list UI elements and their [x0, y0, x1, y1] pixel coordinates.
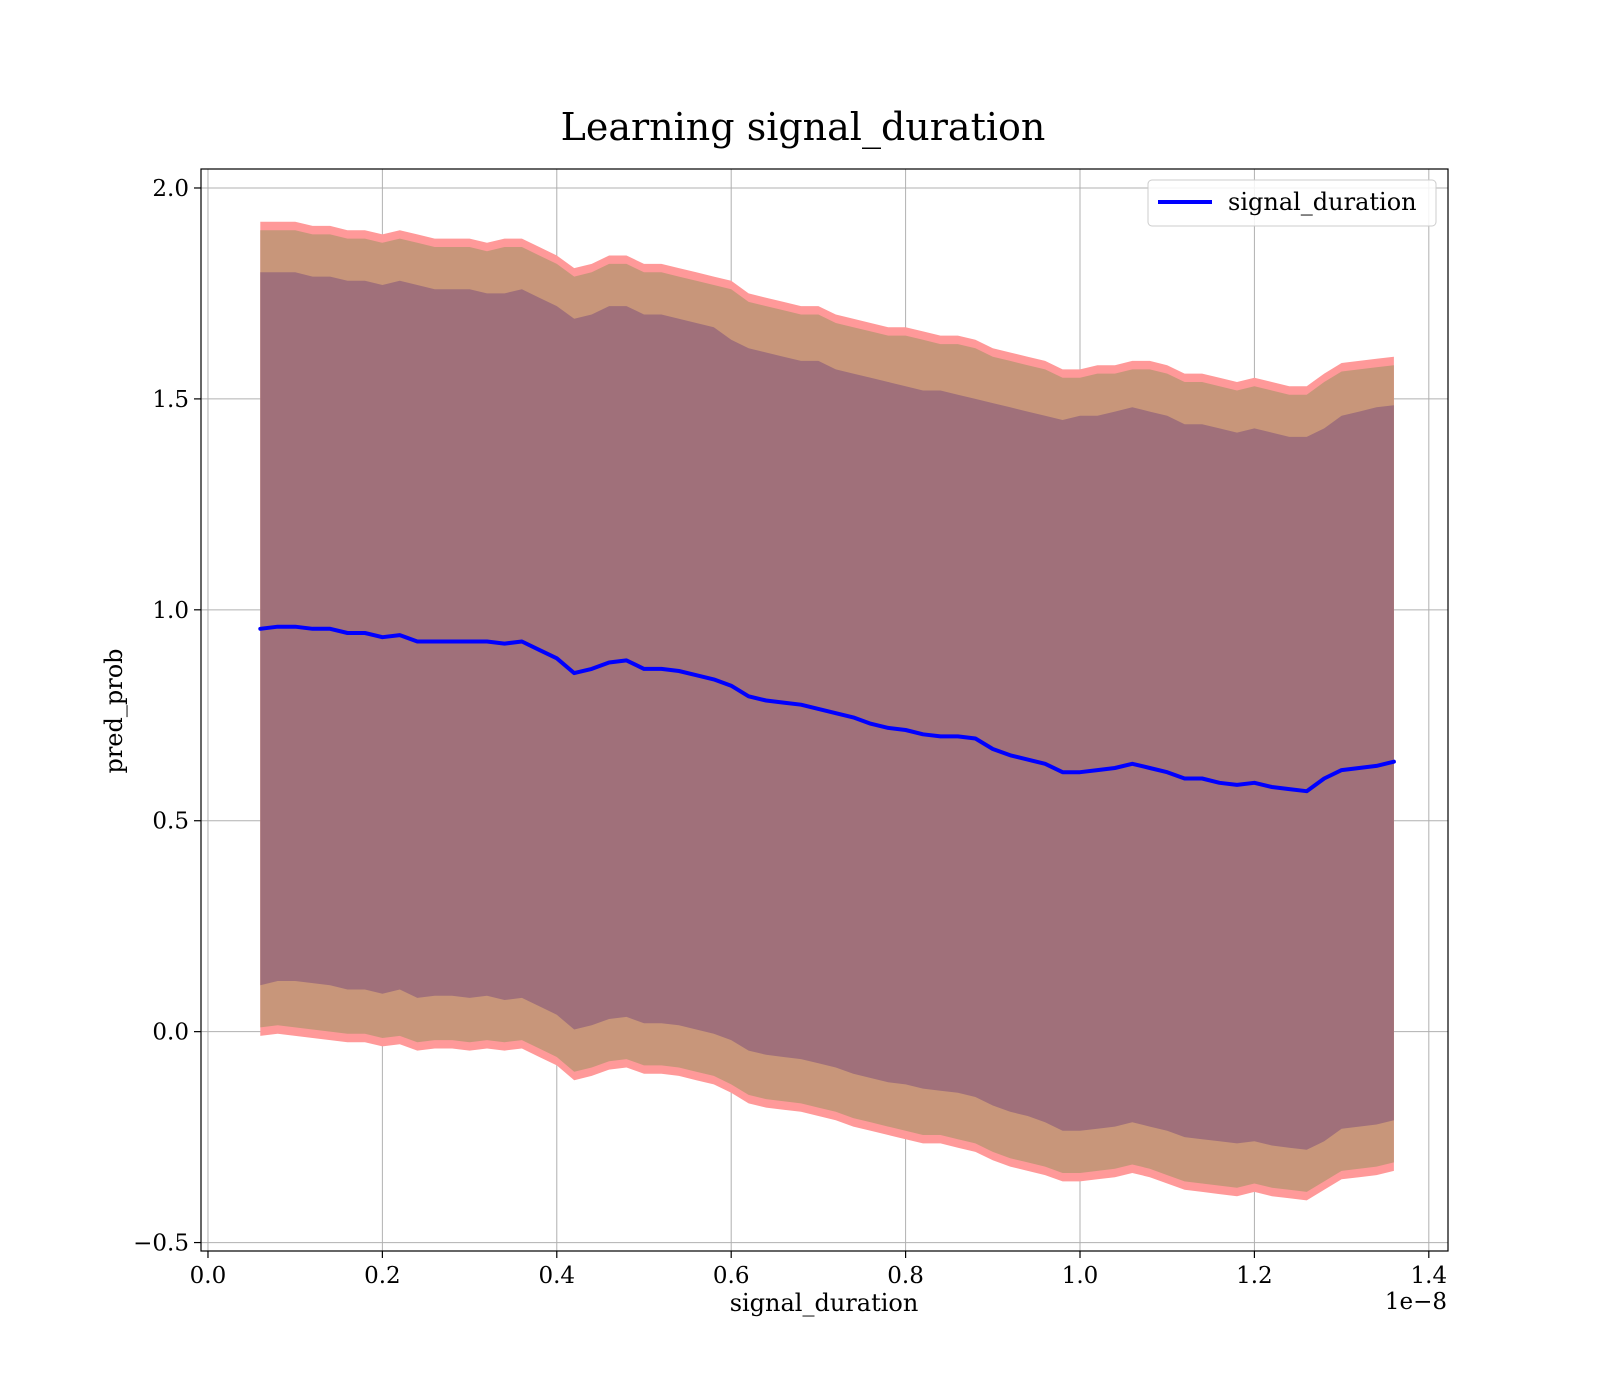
- x-tick-label: 0.2: [364, 1263, 401, 1289]
- y-tick-label: 1.0: [152, 598, 189, 624]
- legend-label-signal-duration: signal_duration: [1228, 188, 1417, 216]
- x-tick-label: 1.2: [1236, 1263, 1273, 1289]
- x-offset-label: 1e−8: [1385, 1289, 1447, 1315]
- y-tick-label: −0.5: [133, 1231, 189, 1257]
- x-tick-label: 0.6: [713, 1263, 750, 1289]
- x-tick-label: 0.4: [538, 1263, 575, 1289]
- legend-box: [1147, 179, 1437, 227]
- x-tick-label: 1.4: [1411, 1263, 1448, 1289]
- y-axis-ticks: −0.5 0.0 0.5 1.0 1.5 2.0: [133, 176, 201, 1257]
- chart-title: Learning signal_duration: [561, 105, 1046, 150]
- series-line-signal-duration: [258, 624, 1396, 794]
- y-tick-label: 2.0: [152, 176, 189, 202]
- plot-frame: [200, 168, 1449, 1252]
- x-axis-label: signal_duration: [730, 1289, 919, 1317]
- x-tick-label: 1.0: [1062, 1263, 1099, 1289]
- x-tick-label: 0.8: [887, 1263, 924, 1289]
- x-tick-label: 0.0: [190, 1263, 227, 1289]
- x-axis-ticks: 0.0 0.2 0.4 0.6 0.8 1.0 1.2 1.4: [190, 1251, 1447, 1289]
- y-tick-label: 1.5: [152, 387, 189, 413]
- legend: signal_duration: [1147, 179, 1437, 227]
- y-tick-label: 0.0: [152, 1020, 189, 1046]
- y-tick-label: 0.5: [152, 809, 189, 835]
- y-axis-label: pred_prob: [100, 648, 128, 773]
